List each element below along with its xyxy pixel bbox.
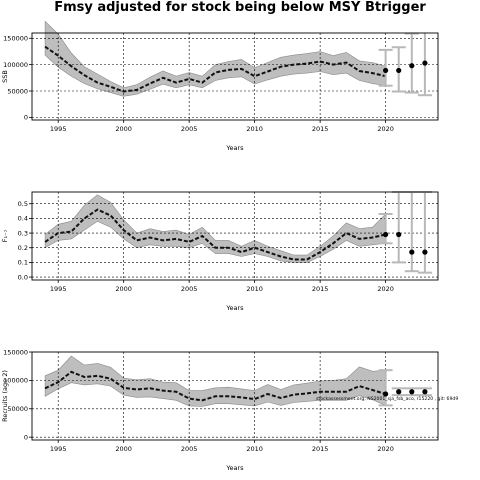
- x-tick-label: 1995: [50, 445, 67, 453]
- y-tick-label: 150000: [3, 348, 28, 356]
- forecast-point: [422, 249, 428, 255]
- y-axis-label: F₁₋₇: [1, 229, 9, 242]
- x-tick-label: 2005: [181, 445, 198, 453]
- forecast-point: [409, 389, 415, 395]
- forecast-point: [422, 60, 428, 66]
- forecast-point: [383, 391, 389, 397]
- y-tick-label: 0: [24, 433, 28, 441]
- confidence-band: [44, 194, 386, 263]
- x-tick-label: 2010: [246, 285, 263, 293]
- y-tick-label: 150000: [3, 35, 28, 43]
- plot-frame: [31, 32, 439, 121]
- y-axis-label: Recruits (age 2): [1, 370, 9, 422]
- y-tick-label: 50000: [7, 405, 28, 413]
- y-tick-label: 50000: [7, 87, 28, 95]
- x-tick-label: 2020: [377, 445, 394, 453]
- x-tick-label: 1995: [50, 125, 67, 133]
- y-tick-label: 0.0: [18, 273, 28, 281]
- y-tick-label: 0: [24, 114, 28, 122]
- x-tick-label: 2000: [115, 285, 132, 293]
- estimate-line: [44, 208, 386, 261]
- x-axis-label: Years: [225, 464, 244, 472]
- forecast-point: [409, 63, 415, 69]
- forecast-point: [422, 389, 428, 395]
- x-tick-label: 2015: [312, 125, 329, 133]
- y-tick-label: 100000: [3, 61, 28, 69]
- forecast-point: [383, 231, 389, 238]
- forecast-point: [396, 389, 402, 395]
- x-tick-label: 2010: [246, 125, 263, 133]
- estimate-line: [44, 370, 386, 402]
- x-tick-label: 2010: [246, 445, 263, 453]
- x-tick-label: 2020: [377, 125, 394, 133]
- plot-frame: [31, 191, 439, 281]
- forecast-point: [396, 67, 402, 74]
- y-axis-label: SSB: [1, 70, 9, 83]
- estimate-line: [44, 45, 386, 93]
- x-tick-label: 2005: [181, 125, 198, 133]
- y-tick-label: 100000: [3, 377, 28, 385]
- page-title: Fmsy adjusted for stock being below MSY …: [54, 0, 426, 15]
- y-tick-label: 0.1: [18, 259, 28, 267]
- x-tick-label: 2015: [312, 285, 329, 293]
- y-tick-label: 0.2: [18, 244, 28, 252]
- x-tick-label: 2000: [115, 445, 132, 453]
- y-tick-label: 0.3: [18, 229, 28, 237]
- y-tick-label: 0.4: [18, 215, 28, 223]
- x-tick-label: 2015: [312, 445, 329, 453]
- y-tick-label: 0.5: [18, 200, 28, 208]
- forecast-point: [396, 231, 402, 238]
- source-annotation: stockassessment.org, NS2001_sja_fsb_aco,…: [316, 396, 458, 402]
- x-axis-label: Years: [225, 304, 244, 312]
- x-tick-label: 2000: [115, 125, 132, 133]
- forecast-point: [409, 249, 415, 255]
- x-tick-label: 2020: [377, 285, 394, 293]
- x-tick-label: 2005: [181, 285, 198, 293]
- x-tick-label: 1995: [50, 285, 67, 293]
- x-axis-label: Years: [225, 144, 244, 152]
- plot-frame: [31, 351, 439, 441]
- forecast-point: [383, 67, 389, 74]
